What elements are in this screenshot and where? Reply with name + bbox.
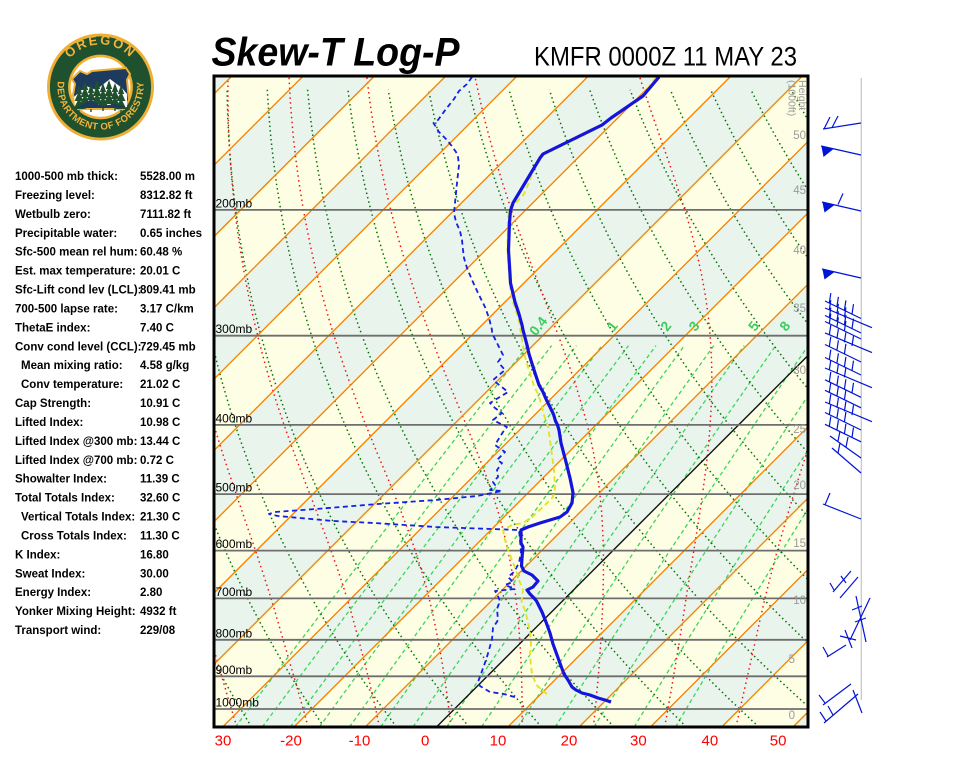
svg-text:0.65 inches: 0.65 inches <box>140 228 202 240</box>
svg-text:50: 50 <box>793 130 806 142</box>
svg-text:8312.82 ft: 8312.82 ft <box>140 190 193 202</box>
svg-text:1000-500 mb thick:: 1000-500 mb thick: <box>15 171 118 183</box>
svg-text:11.30 C: 11.30 C <box>140 531 180 543</box>
svg-text:729.45 mb: 729.45 mb <box>140 341 196 353</box>
svg-text:Cross Totals Index:: Cross Totals Index: <box>21 531 127 543</box>
svg-text:400mb: 400mb <box>216 411 253 425</box>
svg-text:-20: -20 <box>280 733 302 750</box>
svg-text:Lifted Index:: Lifted Index: <box>15 417 83 429</box>
svg-text:809.41 mb: 809.41 mb <box>140 285 196 297</box>
svg-text:K Index:: K Index: <box>15 549 60 561</box>
svg-text:-10: -10 <box>349 733 371 750</box>
svg-text:Energy Index:: Energy Index: <box>15 587 91 599</box>
svg-text:60.48 %: 60.48 % <box>140 247 182 259</box>
svg-text:Precipitable water:: Precipitable water: <box>15 228 117 240</box>
svg-text:700mb: 700mb <box>216 585 253 599</box>
svg-text:300mb: 300mb <box>216 322 253 336</box>
svg-text:5: 5 <box>789 654 795 666</box>
svg-text:Cap Strength:: Cap Strength: <box>15 398 91 410</box>
svg-text:Vertical Totals Index:: Vertical Totals Index: <box>21 512 135 524</box>
svg-text:30: 30 <box>215 733 232 750</box>
svg-text:KMFR 0000Z 11 MAY 23: KMFR 0000Z 11 MAY 23 <box>534 42 797 72</box>
svg-text:Total Totals Index:: Total Totals Index: <box>15 493 115 505</box>
svg-text:0: 0 <box>421 733 429 750</box>
svg-text:20: 20 <box>793 480 806 492</box>
svg-text:Yonker Mixing Height:: Yonker Mixing Height: <box>15 606 136 618</box>
svg-text:Showalter Index:: Showalter Index: <box>15 474 107 486</box>
svg-text:600mb: 600mb <box>216 537 253 551</box>
svg-text:Conv cond level (CCL):: Conv cond level (CCL): <box>15 341 142 353</box>
svg-text:25: 25 <box>793 424 806 436</box>
svg-text:1000mb: 1000mb <box>216 696 260 710</box>
svg-text:Sfc-Lift cond lev (LCL):: Sfc-Lift cond lev (LCL): <box>15 285 142 297</box>
svg-text:Mean mixing ratio:: Mean mixing ratio: <box>21 360 123 372</box>
svg-text:0.72 C: 0.72 C <box>140 455 174 467</box>
svg-text:30: 30 <box>793 365 806 377</box>
svg-text:Conv temperature:: Conv temperature: <box>21 379 123 391</box>
svg-text:10: 10 <box>490 733 507 750</box>
svg-text:3.17 C/km: 3.17 C/km <box>140 303 194 315</box>
svg-text:21.30 C: 21.30 C <box>140 512 180 524</box>
svg-text:Est. max temperature:: Est. max temperature: <box>15 266 136 278</box>
svg-text:900mb: 900mb <box>216 663 253 677</box>
svg-text:4932 ft: 4932 ft <box>140 606 177 618</box>
svg-text:Height: Height <box>796 80 808 110</box>
svg-text:20.01 C: 20.01 C <box>140 266 180 278</box>
svg-text:5528.00 m: 5528.00 m <box>140 171 195 183</box>
svg-text:7.40 C: 7.40 C <box>140 322 174 334</box>
svg-text:30: 30 <box>630 733 647 750</box>
svg-text:Skew-T Log-P: Skew-T Log-P <box>212 31 460 75</box>
svg-text:ThetaE index:: ThetaE index: <box>15 322 90 334</box>
svg-text:10.98 C: 10.98 C <box>140 417 180 429</box>
svg-text:40: 40 <box>702 733 719 750</box>
svg-text:Sfc-500 mean rel hum:: Sfc-500 mean rel hum: <box>15 247 138 259</box>
svg-text:Lifted Index @300 mb:: Lifted Index @300 mb: <box>15 436 137 448</box>
svg-text:4.58 g/kg: 4.58 g/kg <box>140 360 189 372</box>
svg-text:229/08: 229/08 <box>140 625 176 637</box>
svg-text:13.44 C: 13.44 C <box>140 436 180 448</box>
svg-text:20: 20 <box>561 733 578 750</box>
svg-text:Freezing level:: Freezing level: <box>15 190 95 202</box>
svg-text:16.80: 16.80 <box>140 549 169 561</box>
svg-text:Transport wind:: Transport wind: <box>15 625 101 637</box>
svg-text:Sweat Index:: Sweat Index: <box>15 568 85 580</box>
svg-text:Lifted Index @700 mb:: Lifted Index @700 mb: <box>15 455 137 467</box>
svg-text:2.80: 2.80 <box>140 587 162 599</box>
svg-text:45: 45 <box>793 185 806 197</box>
svg-text:500mb: 500mb <box>216 481 253 495</box>
svg-text:(1000ft): (1000ft) <box>786 80 798 116</box>
svg-text:21.02 C: 21.02 C <box>140 379 180 391</box>
svg-text:35: 35 <box>793 303 806 315</box>
svg-text:7111.82 ft: 7111.82 ft <box>140 209 191 221</box>
svg-text:11.39 C: 11.39 C <box>140 474 180 486</box>
svg-text:30.00: 30.00 <box>140 568 169 580</box>
svg-text:700-500 lapse rate:: 700-500 lapse rate: <box>15 303 118 315</box>
svg-text:Wetbulb zero:: Wetbulb zero: <box>15 209 91 221</box>
svg-text:40: 40 <box>793 245 806 257</box>
svg-text:0: 0 <box>789 710 795 722</box>
svg-text:800mb: 800mb <box>216 626 253 640</box>
svg-text:200mb: 200mb <box>216 196 253 210</box>
svg-text:15: 15 <box>793 538 806 550</box>
svg-text:50: 50 <box>770 733 787 750</box>
svg-text:10: 10 <box>793 595 806 607</box>
svg-text:10.91 C: 10.91 C <box>140 398 180 410</box>
svg-text:32.60 C: 32.60 C <box>140 493 180 505</box>
